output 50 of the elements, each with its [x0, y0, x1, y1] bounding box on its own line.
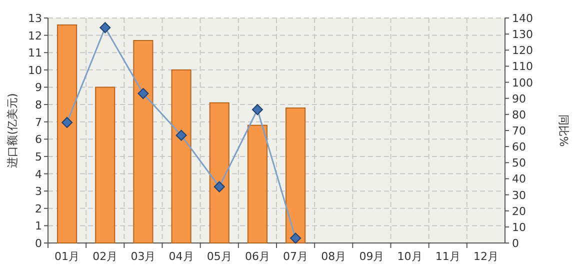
x-tick-label: 01月 [54, 250, 80, 263]
y2-tick-label: 130 [512, 28, 533, 42]
x-tick-label: 10月 [397, 250, 422, 263]
bar [286, 108, 306, 244]
y-tick-label: 13 [28, 12, 42, 25]
y-tick-label: 12 [28, 29, 42, 42]
y-tick-label: 2 [35, 202, 42, 216]
y2-tick-label: 50 [512, 156, 526, 170]
x-tick-label: 05月 [206, 250, 232, 263]
x-tick-label: 08月 [321, 250, 346, 263]
y2-tick-label: 110 [512, 60, 533, 74]
x-tick-label: 02月 [92, 250, 118, 263]
y-tick-label: 0 [35, 237, 42, 250]
y-tick-label: 3 [35, 185, 42, 198]
bar [209, 102, 230, 244]
x-tick-label: 03月 [130, 250, 156, 263]
x-tick-label: 09月 [359, 250, 384, 263]
y2-tick-label: 140 [512, 12, 533, 25]
y2-tick-label: 10 [512, 220, 526, 234]
bar [133, 40, 154, 244]
y2-tick-label: 60 [512, 140, 526, 154]
x-tick-label: 06月 [244, 250, 270, 263]
y-tick-label: 5 [35, 150, 42, 164]
y-tick-label: 4 [35, 168, 42, 181]
y2-tick-label: 80 [512, 108, 526, 122]
y-tick-label: 7 [35, 116, 42, 129]
y2-tick-label: 120 [512, 44, 533, 58]
x-tick-label: 07月 [283, 250, 308, 263]
y2-tick-label: 0 [512, 237, 519, 250]
bar [247, 124, 268, 244]
y-tick-label: 9 [35, 81, 42, 94]
y2-tick-label: 30 [512, 188, 526, 202]
y2-tick-label: 20 [512, 204, 526, 218]
y-tick-label: 11 [28, 46, 42, 60]
x-tick-label: 12月 [473, 250, 498, 263]
y2-tick-label: 100 [512, 76, 533, 90]
y-axis-title: 进口额(亿美元) [6, 93, 19, 168]
y2-axis-title: 同比% [557, 114, 570, 147]
x-tick-label: 11月 [435, 250, 460, 263]
y-tick-label: 6 [35, 133, 42, 146]
x-tick-label: 04月 [168, 250, 194, 263]
bar [57, 24, 78, 244]
bar [171, 69, 192, 244]
y-tick-label: 10 [28, 64, 42, 77]
y-tick-label: 8 [35, 98, 42, 112]
y2-tick-label: 70 [512, 124, 526, 138]
bar [95, 86, 116, 244]
y2-tick-label: 90 [512, 92, 526, 106]
y2-tick-label: 40 [512, 172, 526, 186]
y-tick-label: 1 [35, 220, 42, 233]
